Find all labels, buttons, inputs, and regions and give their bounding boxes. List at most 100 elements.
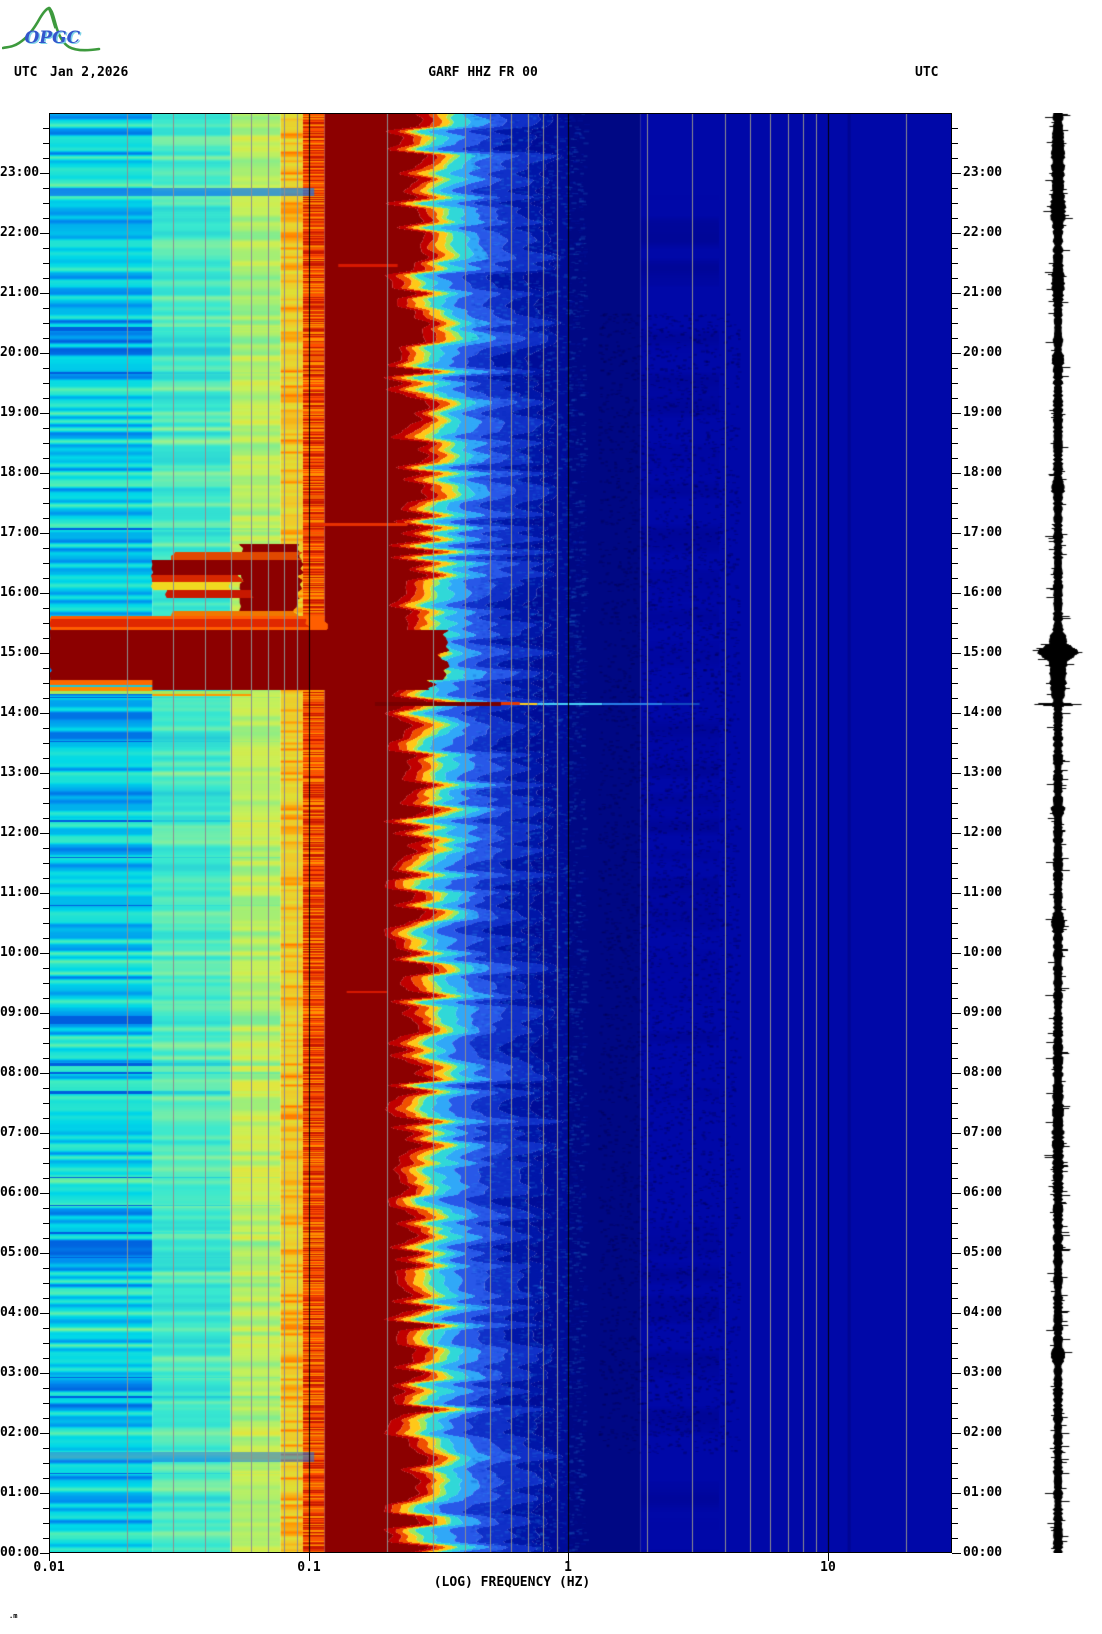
time-label-left: 16:00 [0,585,40,600]
time-label-left: 02:00 [0,1425,40,1440]
plot-border [49,113,952,1553]
time-tick [952,1538,958,1539]
time-tick [952,593,961,594]
time-label-right: 05:00 [963,1245,1003,1260]
time-tick [952,743,958,744]
time-tick [952,1433,961,1434]
time-tick [43,158,49,159]
time-tick [43,443,49,444]
time-tick [43,623,49,624]
time-tick [43,1523,49,1524]
time-tick [952,353,961,354]
time-tick [952,1118,958,1119]
time-tick [43,743,49,744]
time-label-right: 11:00 [963,885,1003,900]
time-tick [43,548,49,549]
time-tick [952,1388,958,1389]
seismogram-trace-canvas [1028,113,1088,1553]
time-label-left: 18:00 [0,465,40,480]
time-tick [952,413,961,414]
time-tick [952,473,961,474]
time-tick [43,218,49,219]
time-tick [40,1373,49,1374]
freq-tick [828,1553,829,1561]
time-tick [43,1103,49,1104]
time-label-left: 03:00 [0,1365,40,1380]
freq-tick [568,1553,569,1561]
time-label-left: 14:00 [0,705,40,720]
time-tick [43,563,49,564]
time-tick [40,1133,49,1134]
time-tick [952,1343,958,1344]
time-label-left: 08:00 [0,1065,40,1080]
time-tick [43,1043,49,1044]
time-tick [43,1538,49,1539]
time-label-right: 21:00 [963,285,1003,300]
header-date: Jan 2,2026 [50,65,129,80]
time-tick [952,188,958,189]
time-label-left: 07:00 [0,1125,40,1140]
time-label-right: 09:00 [963,1005,1003,1020]
time-tick [40,1073,49,1074]
time-tick [952,983,958,984]
time-tick [43,968,49,969]
time-label-right: 22:00 [963,225,1003,240]
time-tick [952,953,961,954]
opgc-logo: OPGC OPGC [2,6,101,52]
time-label-right: 06:00 [963,1185,1003,1200]
time-label-left: 04:00 [0,1305,40,1320]
time-tick [43,398,49,399]
time-label-right: 04:00 [963,1305,1003,1320]
time-tick [952,563,958,564]
time-tick [43,1448,49,1449]
time-tick [40,1253,49,1254]
time-tick [952,698,958,699]
time-tick [43,1343,49,1344]
time-tick [43,1328,49,1329]
time-tick [40,1553,49,1554]
time-tick [40,773,49,774]
time-tick [43,863,49,864]
time-tick [952,308,958,309]
time-tick [952,338,958,339]
time-tick [952,1043,958,1044]
time-label-left: 22:00 [0,225,40,240]
time-tick [43,983,49,984]
time-tick [40,1433,49,1434]
time-label-left: 19:00 [0,405,40,420]
time-tick [40,833,49,834]
time-tick [952,1298,958,1299]
time-label-right: 18:00 [963,465,1003,480]
time-tick [952,1478,958,1479]
time-tick [43,938,49,939]
time-tick [952,758,958,759]
logo-text-shadow: OPGC [26,29,82,49]
time-tick [952,293,961,294]
time-label-left: 09:00 [0,1005,40,1020]
time-tick [952,1193,961,1194]
time-tick [43,248,49,249]
time-tick [43,383,49,384]
time-tick [43,518,49,519]
time-tick [952,713,961,714]
time-tick [43,923,49,924]
time-tick [40,233,49,234]
time-tick [952,503,958,504]
time-tick [40,1313,49,1314]
time-tick [952,1448,958,1449]
time-tick [43,638,49,639]
time-tick [952,368,958,369]
time-tick [43,308,49,309]
time-tick [952,1148,958,1149]
time-tick [43,503,49,504]
time-tick [952,1403,958,1404]
time-tick [952,1223,958,1224]
time-tick [952,548,958,549]
time-tick [40,713,49,714]
time-tick [43,728,49,729]
time-label-right: 00:00 [963,1545,1003,1560]
time-tick [43,1478,49,1479]
time-tick [43,908,49,909]
time-tick [952,233,961,234]
freq-tick-label: 0.01 [33,1560,65,1575]
